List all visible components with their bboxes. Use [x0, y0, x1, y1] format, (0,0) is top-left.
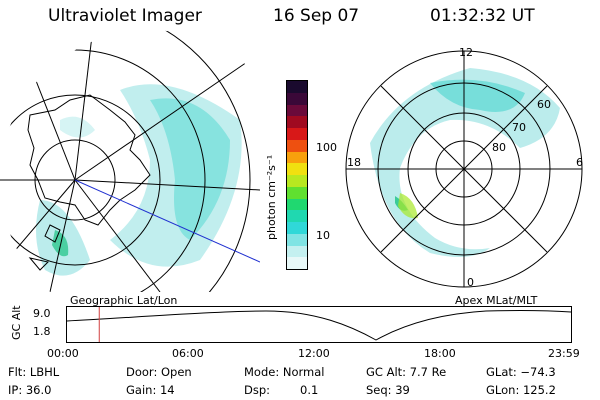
mlt-label-18: 18	[347, 156, 361, 169]
gc-alt-xtick-1: 06:00	[172, 347, 204, 360]
colorbar-segment	[287, 151, 307, 164]
geographic-map	[0, 30, 260, 292]
gc-alt-ytick-high: 9.0	[33, 307, 51, 320]
aurora-emission-mag	[370, 68, 560, 257]
colorbar-segment	[287, 128, 307, 140]
colorbar-segment	[287, 257, 307, 269]
header-time: 01:32:32 UT	[430, 6, 535, 26]
gc-alt-xtick-3: 18:00	[424, 347, 456, 360]
filter-info: Flt: LBHL	[8, 365, 60, 379]
colorbar-segment	[287, 222, 307, 234]
gc-alt-info: GC Alt: 7.7 Re	[366, 365, 447, 379]
colorbar-unit-label: photon cm⁻²s⁻¹	[265, 154, 278, 240]
gain-info: Gain: 14	[126, 383, 175, 397]
colorbar-segment	[287, 233, 307, 246]
colorbar-segment	[287, 175, 307, 187]
colorbar	[286, 80, 308, 270]
colorbar-segment	[287, 139, 307, 152]
gc-alt-xtick-2: 12:00	[298, 347, 330, 360]
colorbar-segment	[287, 186, 307, 199]
mlt-label-0: 0	[467, 276, 474, 289]
mlt-label-12: 12	[459, 46, 473, 59]
mlat-label-80: 80	[492, 141, 506, 154]
apex-label: Apex MLat/MLT	[455, 294, 538, 307]
mlt-label-6: 6	[576, 156, 583, 169]
gc-alt-xtick-0: 00:00	[47, 347, 79, 360]
glat-info: GLat: −74.3	[486, 365, 556, 379]
mode-info: Mode: Normal	[244, 365, 325, 379]
colorbar-tick-100: 100	[316, 141, 337, 154]
colorbar-segment	[287, 163, 307, 175]
colorbar-segment	[287, 81, 307, 93]
header-date: 16 Sep 07	[273, 6, 360, 26]
mlat-label-60: 60	[537, 98, 551, 111]
ip-info: IP: 36.0	[8, 383, 52, 397]
magnetic-polar-map	[345, 50, 583, 288]
colorbar-segment	[287, 92, 307, 105]
geographic-label: Geographic Lat/Lon	[70, 294, 178, 307]
colorbar-segment	[287, 245, 307, 258]
dsp-label: Dsp:	[244, 383, 271, 397]
colorbar-segment	[287, 210, 307, 222]
instrument-title: Ultraviolet Imager	[48, 6, 202, 26]
colorbar-segment	[287, 198, 307, 211]
glon-info: GLon: 125.2	[486, 383, 556, 397]
seq-info: Seq: 39	[366, 383, 410, 397]
gc-alt-ylabel: GC Alt	[10, 305, 23, 340]
door-info: Door: Open	[126, 365, 192, 379]
gc-alt-plot	[66, 306, 572, 343]
gc-alt-xtick-4: 23:59	[548, 347, 580, 360]
mlat-label-70: 70	[512, 121, 526, 134]
gc-alt-ytick-low: 1.8	[33, 325, 51, 338]
colorbar-tick-10: 10	[316, 229, 330, 242]
dsp-value: 0.1	[300, 383, 319, 397]
colorbar-segment	[287, 116, 307, 128]
colorbar-segment	[287, 104, 307, 117]
aurora-emission-geo	[36, 84, 242, 276]
